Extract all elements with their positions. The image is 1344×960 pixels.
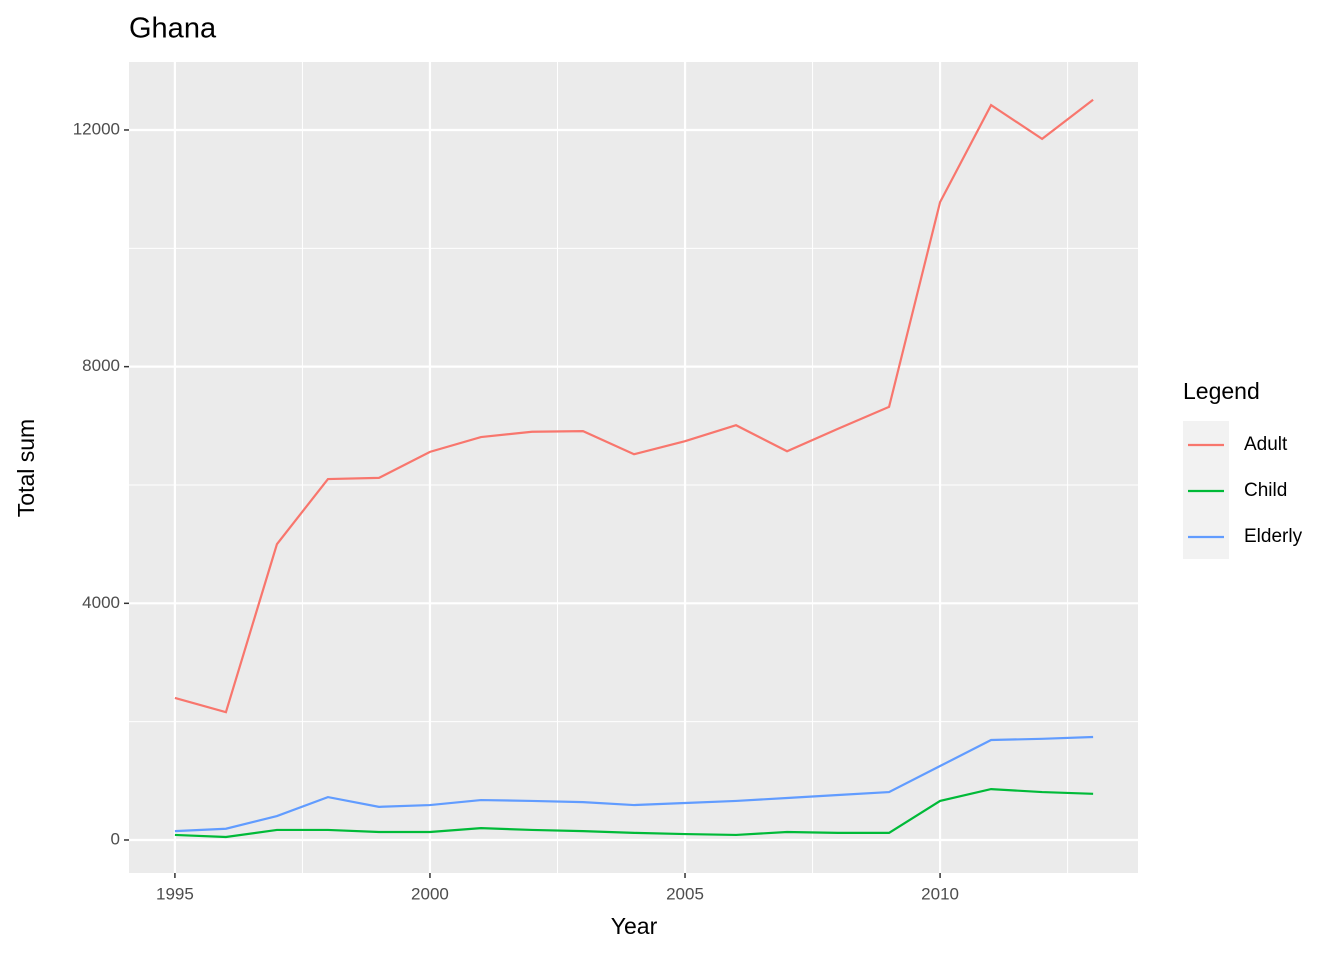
x-tick-label: 2000 [411, 884, 449, 903]
legend-label: Elderly [1244, 526, 1303, 547]
y-tick-label: 4000 [82, 593, 120, 612]
x-tick-label: 2010 [921, 884, 959, 903]
legend-label: Adult [1244, 434, 1288, 455]
panel [129, 62, 1138, 873]
legend-label: Child [1244, 480, 1287, 501]
x-axis-label: Year [611, 913, 658, 939]
y-tick-label: 0 [111, 829, 120, 848]
x-tick-label: 2005 [666, 884, 704, 903]
x-tick-label: 1995 [156, 884, 194, 903]
series-line [174, 735, 1094, 833]
series-line [174, 787, 1094, 839]
y-axis-label: Total sum [13, 419, 39, 517]
series-line [174, 98, 1094, 714]
y-tick-label: 8000 [82, 356, 120, 375]
chart-title: Ghana [129, 13, 217, 45]
legend-title: Legend [1183, 378, 1260, 404]
y-tick-label: 12000 [73, 119, 120, 138]
